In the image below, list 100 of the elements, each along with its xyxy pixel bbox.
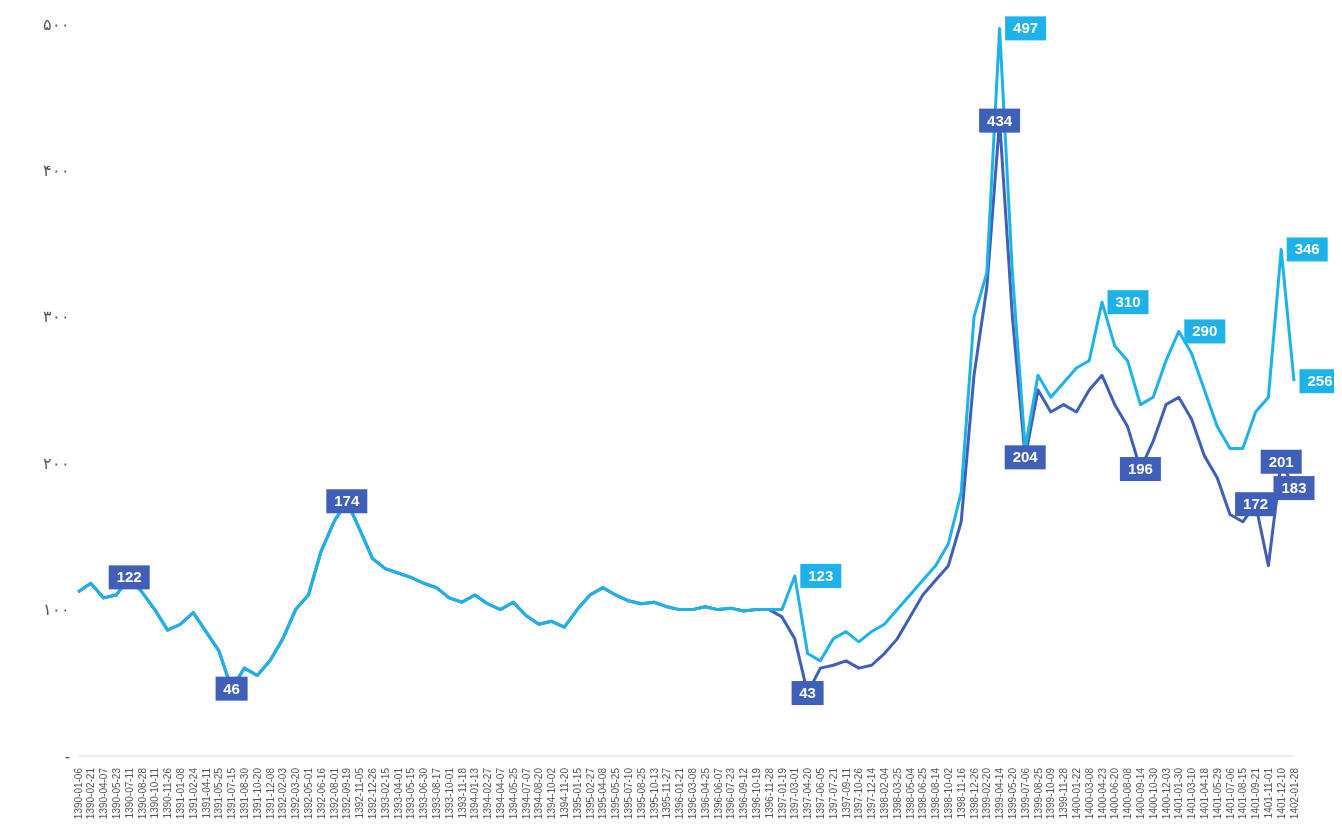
x-tick-label: 1393-04-01 (392, 767, 404, 820)
x-tick-label: 1390-07-11 (123, 767, 135, 819)
x-tick-label: 1395-01-15 (571, 767, 583, 820)
x-tick-label: 1400-06-20 (1109, 767, 1121, 820)
x-tick-label: 1395-02-27 (584, 767, 596, 820)
x-tick-label: 1393-08-17 (430, 767, 442, 820)
x-tick-label: 1400-04-23 (1096, 767, 1108, 820)
x-tick-label: 1396-11-28 (763, 767, 775, 819)
x-tick-label: 1394-01-13 (469, 767, 481, 820)
y-tick-label: ۴۰۰ (43, 162, 70, 180)
data-label: 310 (1115, 293, 1141, 311)
x-tick-label: 1398-08-14 (930, 767, 942, 820)
x-tick-label: 1398-05-04 (904, 767, 916, 820)
x-tick-label: 1397-03-01 (789, 767, 801, 820)
x-tick-label: 1391-02-24 (187, 767, 199, 820)
x-tick-label: 1392-05-01 (302, 767, 314, 820)
x-tick-label: 1399-05-20 (1006, 767, 1018, 820)
x-tick-label: 1400-09-14 (1134, 767, 1146, 820)
y-tick-label: ۲۰۰ (43, 454, 70, 472)
data-label: 497 (1013, 19, 1039, 37)
x-tick-label: 1396-06-07 (712, 767, 724, 820)
x-tick-label: 1401-08-15 (1237, 767, 1249, 820)
x-tick-label: 1396-01-21 (674, 767, 686, 820)
x-tick-label: 1399-10-09 (1045, 767, 1057, 820)
data-label: 290 (1192, 322, 1218, 340)
x-tick-label: 1392-12-26 (366, 767, 378, 820)
x-tick-label: 1395-11-27 (661, 767, 673, 819)
x-tick-label: 1394-08-20 (533, 767, 545, 820)
x-tick-label: 1400-08-08 (1122, 767, 1134, 820)
x-tick-label: 1398-10-02 (942, 767, 954, 820)
y-tick-label: ۱۰۰ (43, 601, 70, 619)
x-tick-label: 1392-02-03 (277, 767, 289, 820)
x-tick-label: 1400-12-03 (1160, 767, 1172, 820)
y-tick-label: ۳۰۰ (43, 308, 70, 326)
x-tick-label: 1393-06-30 (418, 767, 430, 820)
data-label: 123 (808, 566, 834, 584)
x-tick-label: 1393-11-18 (456, 767, 468, 819)
x-tick-label: 1398-11-16 (955, 767, 967, 819)
x-tick-label: 1401-09-21 (1250, 767, 1262, 820)
x-tick-label: 1395-04-08 (597, 767, 609, 820)
x-tick-label: 1393-05-15 (405, 767, 417, 820)
x-tick-label: 1394-05-25 (507, 767, 519, 820)
x-tick-label: 1395-05-25 (610, 767, 622, 820)
x-tick-label: 1393-02-15 (379, 767, 391, 820)
data-label: 256 (1307, 372, 1333, 390)
x-tick-label: 1390-10-11 (149, 767, 161, 819)
x-tick-label: 1398-02-04 (878, 767, 890, 820)
x-tick-label: 1397-12-14 (866, 767, 878, 820)
x-tick-label: 1399-02-20 (981, 767, 993, 820)
x-tick-label: 1401-07-06 (1224, 767, 1236, 820)
x-tick-label: 1391-10-20 (251, 767, 263, 820)
x-tick-label: 1400-03-08 (1083, 767, 1095, 820)
x-tick-label: 1396-04-25 (699, 767, 711, 820)
x-tick-label: 1399-04-14 (994, 767, 1006, 820)
x-tick-label: 1392-08-01 (328, 767, 340, 820)
x-tick-label: 1398-03-25 (891, 767, 903, 820)
data-label: 46 (223, 679, 240, 697)
x-tick-label: 1394-02-27 (482, 767, 494, 820)
x-tick-label: 1401-04-18 (1198, 767, 1210, 820)
x-tick-label: 1397-10-26 (853, 767, 865, 820)
x-tick-label: 1390-04-07 (98, 767, 110, 820)
data-label: 43 (799, 684, 816, 702)
x-tick-label: 1390-01-06 (72, 767, 84, 820)
x-tick-label: 1391-08-30 (238, 767, 250, 820)
x-tick-label: 1397-01-19 (776, 767, 788, 820)
x-tick-label: 1390-05-23 (110, 767, 122, 820)
x-tick-label: 1391-12-08 (264, 767, 276, 820)
x-tick-label: 1398-06-25 (917, 767, 929, 820)
x-tick-label: 1397-04-20 (802, 767, 814, 820)
x-tick-label: 1392-06-16 (315, 767, 327, 820)
x-tick-label: 1402-01-28 (1288, 767, 1300, 820)
x-tick-label: 1391-04-11 (200, 767, 212, 819)
x-tick-label: 1391-07-15 (226, 767, 238, 820)
x-tick-label: 1399-11-28 (1058, 767, 1070, 819)
x-tick-label: 1399-07-06 (1019, 767, 1031, 820)
x-tick-label: 1399-08-25 (1032, 767, 1044, 820)
x-tick-label: 1398-12-26 (968, 767, 980, 820)
x-tick-label: 1390-08-28 (136, 767, 148, 820)
x-tick-label: 1394-07-07 (520, 767, 532, 820)
x-tick-label: 1390-11-26 (162, 767, 174, 819)
y-tick-label: ۵۰۰ (43, 15, 70, 33)
x-tick-label: 1395-08-25 (635, 767, 647, 820)
x-tick-label: 1401-01-30 (1173, 767, 1185, 820)
x-tick-label: 1397-07-21 (827, 767, 839, 820)
x-tick-label: 1394-04-07 (494, 767, 506, 820)
x-tick-label: 1401-03-10 (1186, 767, 1198, 820)
x-tick-label: 1397-09-11 (840, 767, 852, 819)
x-tick-label: 1391-01-08 (174, 767, 186, 820)
x-tick-label: 1395-07-10 (622, 767, 634, 820)
x-tick-label: 1390-02-21 (85, 767, 97, 820)
x-tick-label: 1401-05-29 (1211, 767, 1223, 820)
x-tick-label: 1400-10-30 (1147, 767, 1159, 820)
x-tick-label: 1393-10-01 (443, 767, 455, 820)
x-tick-label: 1392-11-05 (354, 767, 366, 819)
x-tick-label: 1401-11-01 (1262, 767, 1274, 819)
x-tick-label: 1396-03-08 (686, 767, 698, 820)
x-tick-label: 1397-06-05 (814, 767, 826, 820)
x-tick-label: 1396-07-23 (725, 767, 737, 820)
x-tick-label: 1395-10-13 (648, 767, 660, 820)
x-tick-label: 1401-12-10 (1275, 767, 1287, 820)
